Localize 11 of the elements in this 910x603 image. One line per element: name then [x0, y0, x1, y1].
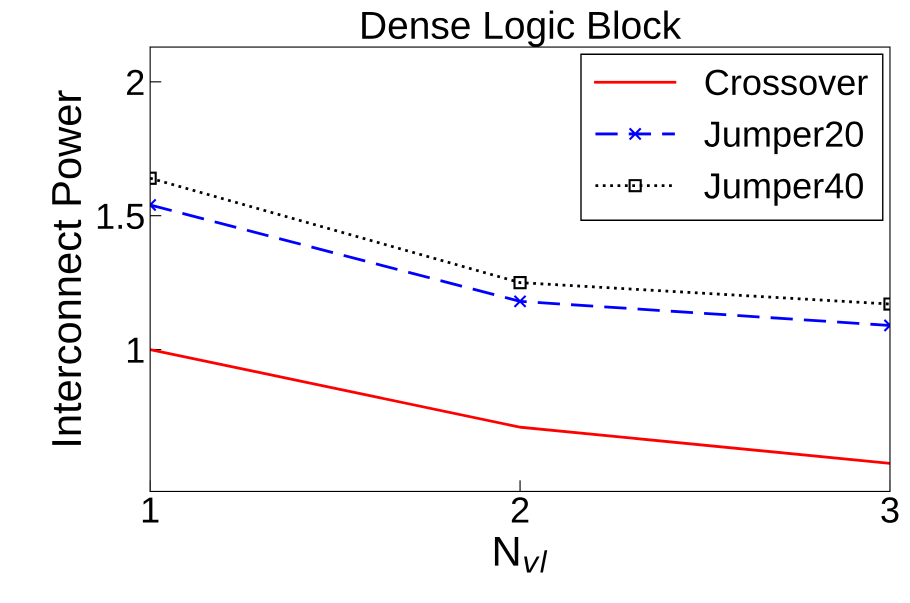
y-axis-title: Interconnect Power [52, 90, 82, 445]
legend-label: Jumper20 [704, 121, 863, 154]
legend-label: Crossover [706, 70, 868, 96]
x-tick-label: 3 [881, 497, 898, 523]
y-tick-label: 2 [127, 70, 144, 95]
chart-title: Dense Logic Block [362, 10, 682, 47]
legend-label: Jumper40 [704, 173, 863, 206]
x-tick-label: 2 [512, 497, 528, 522]
y-tick-label: 1.5 [98, 204, 144, 230]
y-tick-label: 1 [128, 338, 144, 363]
x-axis-title: N$_{vl}$ [494, 536, 548, 572]
